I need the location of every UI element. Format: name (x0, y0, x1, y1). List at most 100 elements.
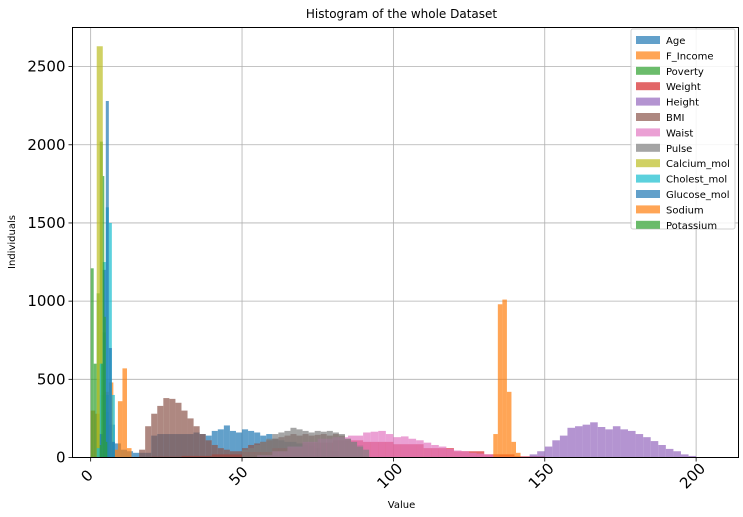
bar-bmi (193, 426, 200, 458)
bar-height (590, 422, 598, 458)
legend-swatch (636, 205, 660, 214)
bar-f-income (117, 401, 123, 458)
bar-height (559, 435, 568, 458)
series-calcium-mol (96, 46, 103, 458)
bar-pulse (326, 430, 333, 458)
legend: Age F_Income Poverty Weight Height BMI Waist Pu… (630, 28, 736, 232)
legend-swatch (636, 97, 660, 106)
grid (72, 27, 739, 458)
bar-waist (476, 453, 485, 458)
bar-height (650, 441, 659, 458)
bar-waist (393, 437, 401, 458)
bar-height (537, 451, 545, 458)
bar-glucose-mol (108, 348, 112, 458)
bar-age (248, 430, 255, 458)
legend-swatch (636, 82, 660, 91)
bar-bmi (199, 434, 206, 458)
bar-pulse (296, 429, 303, 458)
legend-label-weight: Weight (666, 82, 701, 93)
legend-label-bmi: BMI (666, 113, 684, 124)
legend-swatch (636, 190, 660, 198)
legend-label-age: Age (666, 36, 685, 47)
bar-height (582, 424, 591, 458)
bar-age (217, 429, 224, 458)
bar-waist (370, 431, 379, 458)
bar-pulse (357, 446, 364, 458)
bar-height (658, 444, 666, 458)
bar-waist (484, 454, 492, 458)
bar-waist (416, 440, 424, 458)
legend-label-glucose-mol: Glucose_mol (666, 190, 729, 201)
bar-waist (378, 430, 386, 458)
y-axis-label: Individuals (7, 215, 18, 269)
series-potassium (99, 176, 108, 458)
bar-pulse (260, 441, 267, 458)
bar-pulse (302, 430, 309, 458)
bar-height (567, 427, 576, 458)
y-tick-label: 500 (37, 370, 66, 388)
y-tick-label: 0 (56, 449, 66, 467)
bar-cholest-mol (111, 394, 115, 458)
bar-potassium (102, 176, 105, 458)
bar-f-income (113, 449, 118, 458)
bar-pulse (363, 449, 370, 458)
bar-age (242, 429, 249, 458)
plot-area-frame (72, 27, 739, 458)
bar-pulse (351, 441, 358, 458)
bar-waist (423, 442, 432, 458)
bar-waist (446, 448, 454, 458)
bar-bmi (163, 398, 170, 458)
bar-f-income (126, 448, 132, 458)
bar-height (643, 437, 651, 458)
legend-label-poverty: Poverty (666, 67, 704, 78)
bar-pulse (254, 444, 261, 458)
bar-waist (431, 444, 439, 458)
bar-calcium-mol (96, 46, 103, 458)
bar-waist (363, 432, 371, 458)
legend-swatch (636, 174, 660, 183)
legend-label-f-income: F_Income (666, 51, 714, 62)
bar-cholest-mol (96, 448, 100, 458)
legend-swatch (636, 159, 660, 168)
bar-bmi (157, 405, 164, 458)
legend-label-sodium: Sodium (666, 205, 704, 216)
bar-bmi (223, 449, 230, 458)
bar-height (597, 427, 606, 458)
bar-sodium (506, 391, 512, 458)
bar-bmi (205, 440, 212, 458)
bar-waist (453, 450, 462, 458)
bar-bmi (235, 451, 243, 458)
series-sodium (493, 299, 521, 458)
x-axis-label: Value (388, 500, 415, 511)
y-tick-label: 2000 (27, 136, 65, 154)
legend-swatch (636, 51, 660, 60)
bar-potassium (101, 363, 103, 458)
bar-age (229, 430, 236, 458)
bar-height (688, 455, 697, 458)
series-height (529, 422, 697, 458)
bar-height (673, 451, 681, 458)
bar-waist (461, 451, 470, 458)
bar-f-income (122, 368, 127, 458)
bar-age (223, 425, 230, 458)
legend-label-height: Height (666, 98, 699, 109)
bar-bmi (175, 402, 182, 458)
bar-height (665, 448, 674, 458)
bar-bmi (145, 426, 152, 458)
bar-sodium (515, 452, 521, 458)
bar-bmi (217, 448, 224, 458)
legend-swatch (636, 66, 660, 75)
legend-label-cholest-mol: Cholest_mol (666, 175, 727, 186)
bar-bmi (169, 398, 176, 458)
legend-label-potassium: Potassium (666, 221, 717, 232)
y-tick-label: 2500 (27, 58, 65, 76)
y-tick-label: 1000 (27, 292, 65, 310)
bar-poverty (90, 268, 94, 458)
bar-pulse (242, 449, 249, 458)
series-pulse (242, 427, 370, 458)
bar-height (612, 426, 621, 458)
bar-pulse (308, 432, 315, 458)
bar-sodium (502, 299, 507, 458)
bar-age (235, 432, 243, 458)
